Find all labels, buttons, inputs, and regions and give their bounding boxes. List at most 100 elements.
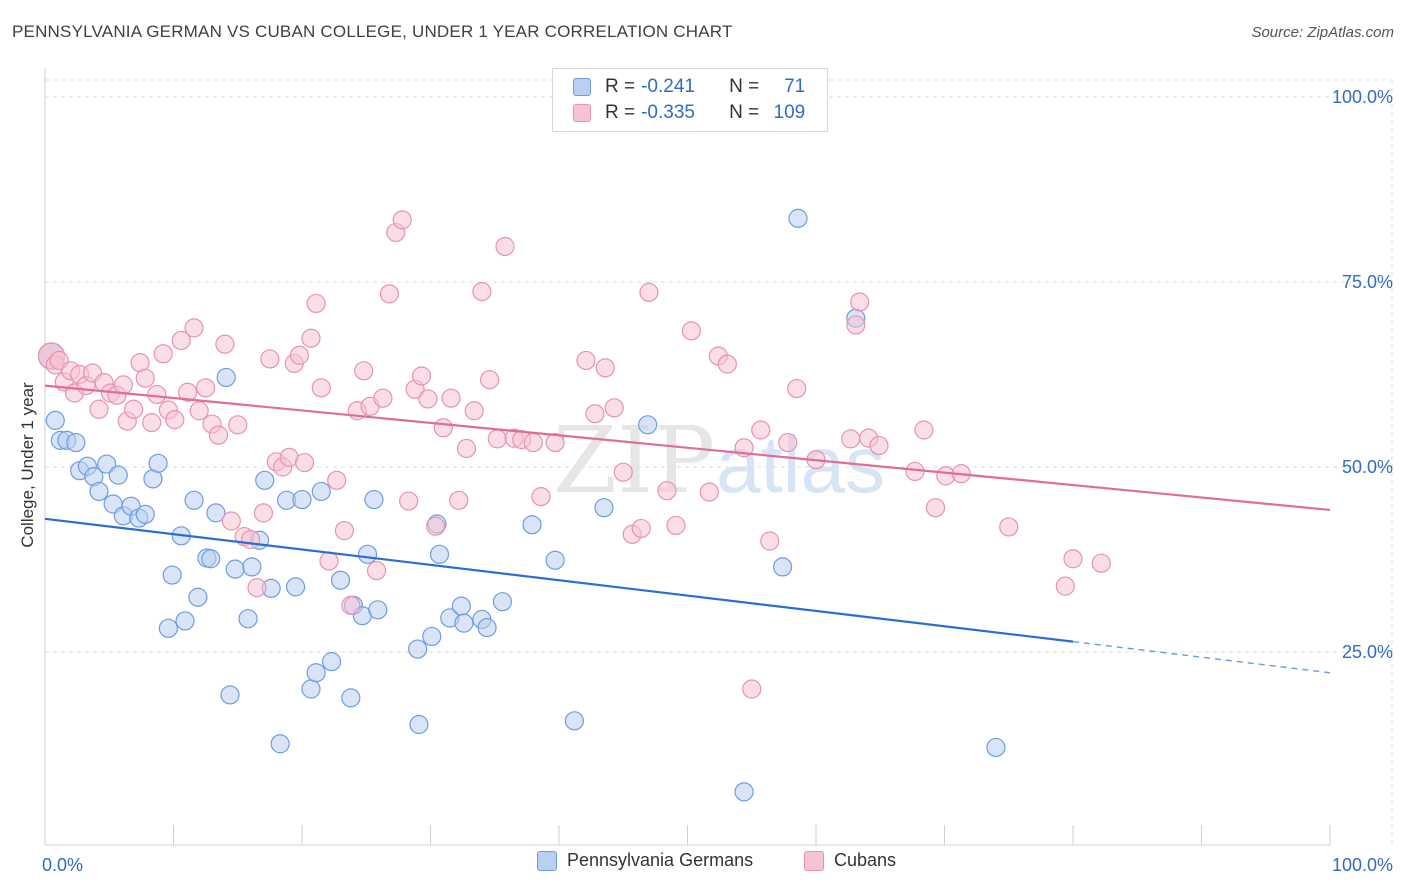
pennsylvania-german-point bbox=[158, 618, 178, 638]
cuban-point bbox=[449, 490, 469, 510]
cuban-point bbox=[495, 236, 515, 257]
cuban-point bbox=[523, 432, 543, 453]
cuban-point bbox=[124, 399, 144, 419]
pennsylvania-german-point bbox=[454, 613, 474, 633]
chart-title: PENNSYLVANIA GERMAN VS CUBAN COLLEGE, UN… bbox=[12, 22, 733, 41]
legend-row-pennsylvania-germans: R = -0.241 N = 71 bbox=[573, 74, 805, 100]
pennsylvania-german-point bbox=[97, 454, 117, 474]
pennsylvania-german-point bbox=[492, 592, 513, 612]
r-value: -0.335 bbox=[641, 102, 695, 123]
cuban-point bbox=[379, 284, 399, 304]
cuban-point bbox=[113, 375, 133, 395]
trend-line-pennsylvania-germans-extension bbox=[1072, 640, 1331, 674]
x-tick-label-min: 0.0% bbox=[42, 855, 83, 875]
cuban-point bbox=[657, 481, 677, 501]
y-axis-label: College, Under 1 year bbox=[18, 382, 37, 548]
cuban-point bbox=[147, 384, 167, 405]
pennsylvania-german-point bbox=[564, 711, 585, 731]
cuban-point bbox=[585, 404, 605, 424]
pennsylvania-german-point bbox=[270, 734, 290, 754]
cuban-point bbox=[576, 350, 596, 371]
cuban-point bbox=[699, 482, 719, 502]
pennsylvania-german-point bbox=[357, 544, 378, 564]
cuban-point bbox=[545, 432, 565, 453]
pink-swatch bbox=[573, 104, 591, 122]
y-tick-label: 50.0% bbox=[1342, 457, 1393, 477]
cuban-point bbox=[306, 293, 326, 314]
cuban-point bbox=[165, 410, 185, 430]
pennsylvania-german-point bbox=[522, 515, 542, 535]
cuban-point bbox=[260, 349, 280, 369]
cuban-point bbox=[778, 432, 798, 453]
pennsylvania-german-point bbox=[364, 489, 384, 510]
pennsylvania-german-point bbox=[408, 639, 428, 659]
y-tick-labels: 25.0% 50.0% 75.0% 100.0% bbox=[1332, 87, 1393, 662]
series-cubans bbox=[37, 210, 1111, 699]
cuban-point bbox=[135, 368, 155, 388]
pennsylvania-german-point bbox=[148, 453, 168, 473]
pennsylvania-german-point bbox=[285, 577, 306, 597]
x-tick-labels: 0.0% 100.0% bbox=[42, 855, 1393, 875]
pennsylvania-german-point bbox=[321, 652, 342, 672]
legend-item-pennsylvania-germans: Pennsylvania Germans bbox=[537, 850, 753, 871]
cuban-point bbox=[487, 429, 507, 449]
n-value: 109 bbox=[773, 102, 806, 123]
watermark-zip: ZIP bbox=[553, 407, 715, 514]
blue-swatch bbox=[537, 850, 557, 871]
cuban-point bbox=[392, 210, 412, 230]
cuban-point bbox=[1055, 576, 1075, 596]
cuban-point bbox=[319, 551, 339, 571]
pennsylvania-german-point bbox=[206, 503, 226, 523]
pennsylvania-german-point bbox=[306, 663, 326, 683]
legend-row-cubans: R = -0.335 N = 109 bbox=[573, 100, 805, 126]
cuban-point bbox=[142, 413, 162, 433]
trend-line-pennsylvania-germans bbox=[44, 517, 1074, 643]
cuban-point bbox=[464, 401, 484, 421]
cuban-point bbox=[89, 399, 109, 419]
cuban-point bbox=[426, 516, 446, 536]
cuban-point bbox=[639, 282, 659, 302]
pennsylvania-german-point bbox=[330, 570, 351, 590]
pennsylvania-german-point bbox=[162, 565, 182, 585]
trend-line-cubans bbox=[44, 384, 1331, 512]
r-value: -0.241 bbox=[641, 76, 695, 97]
pennsylvania-german-point bbox=[341, 688, 361, 708]
r-label: R = bbox=[605, 102, 636, 123]
pennsylvania-german-point bbox=[225, 559, 245, 579]
legend-label: Pennsylvania Germans bbox=[567, 850, 754, 870]
cuban-point bbox=[433, 418, 453, 438]
pennsylvania-german-point bbox=[188, 587, 208, 607]
y-tick-label: 75.0% bbox=[1342, 272, 1393, 292]
pennsylvania-german-point bbox=[238, 609, 258, 629]
cuban-point bbox=[1063, 549, 1083, 569]
cuban-point bbox=[1091, 553, 1111, 573]
pennsylvania-german-point bbox=[135, 504, 155, 524]
cuban-point bbox=[327, 470, 347, 490]
trend-lines bbox=[44, 384, 1331, 674]
pennsylvania-german-point bbox=[422, 626, 442, 647]
r-label: R = bbox=[605, 76, 636, 97]
cuban-point bbox=[241, 529, 261, 550]
cuban-point bbox=[399, 491, 419, 511]
cuban-point bbox=[456, 438, 477, 459]
cuban-point bbox=[289, 345, 310, 365]
cuban-point bbox=[760, 531, 780, 551]
cuban-point bbox=[914, 420, 934, 440]
cuban-point bbox=[418, 389, 438, 409]
cuban-point bbox=[178, 382, 198, 402]
cuban-point bbox=[311, 378, 331, 398]
pennsylvania-german-point bbox=[242, 557, 262, 577]
cuban-point bbox=[153, 344, 173, 364]
cuban-point bbox=[247, 578, 267, 598]
cuban-point bbox=[841, 429, 861, 449]
cuban-point bbox=[666, 515, 686, 536]
cuban-point bbox=[846, 315, 866, 335]
cuban-point bbox=[171, 330, 191, 351]
pennsylvania-german-point bbox=[545, 550, 565, 570]
cuban-point bbox=[595, 358, 615, 378]
cuban-point bbox=[441, 388, 461, 408]
cuban-point bbox=[228, 415, 248, 435]
pennsylvania-german-point bbox=[734, 782, 754, 802]
cuban-point bbox=[751, 420, 771, 440]
pennsylvania-german-point bbox=[594, 498, 614, 518]
